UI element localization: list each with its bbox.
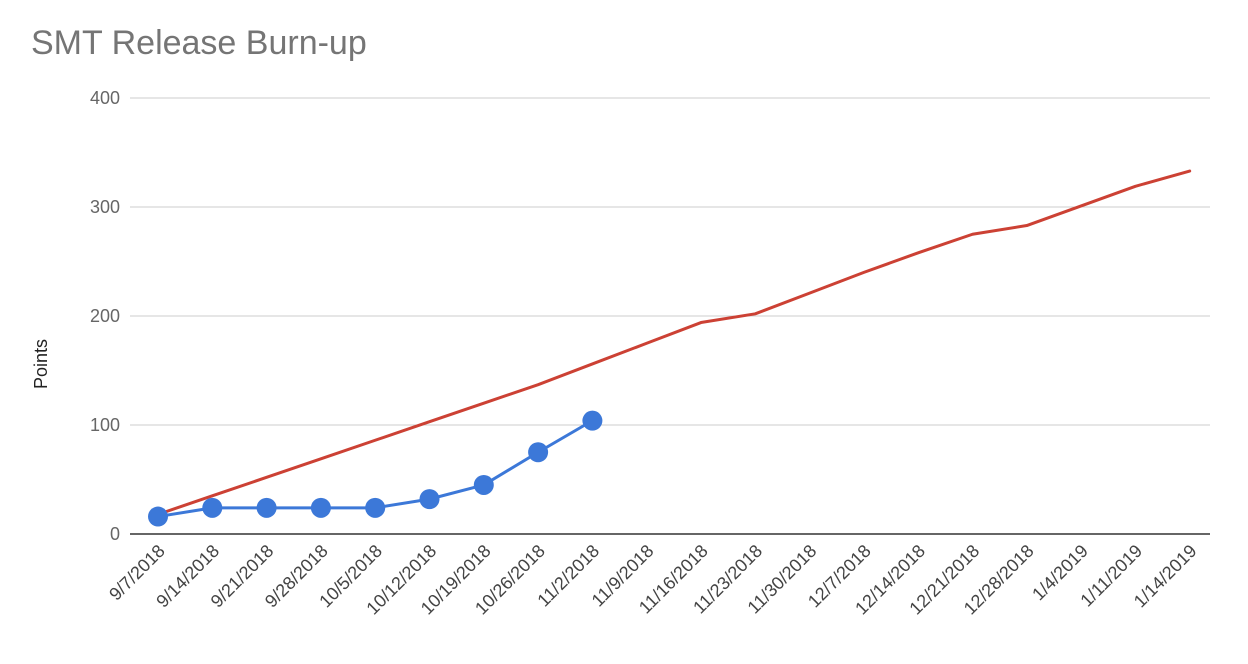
y-tick-label: 0	[110, 524, 120, 544]
data-point[interactable]	[528, 442, 549, 463]
x-axis-ticks: 9/7/20189/14/20189/21/20189/28/201810/5/…	[105, 541, 1200, 619]
data-point[interactable]	[582, 410, 603, 431]
series-line	[156, 169, 1192, 516]
chart-title: SMT Release Burn-up	[31, 24, 367, 62]
y-tick-label: 200	[90, 306, 120, 326]
y-axis-ticks: 0 100 200 300 400	[90, 88, 120, 544]
data-point[interactable]	[310, 497, 331, 518]
data-point[interactable]	[473, 474, 494, 495]
y-tick-label: 100	[90, 415, 120, 435]
series-0	[156, 169, 1192, 516]
series-layer	[148, 169, 1192, 527]
data-point[interactable]	[256, 497, 277, 518]
data-point[interactable]	[365, 497, 386, 518]
gridlines	[130, 97, 1210, 535]
data-point[interactable]	[202, 497, 223, 518]
y-tick-label: 300	[90, 197, 120, 217]
series-1	[148, 410, 603, 527]
y-axis-title: Points	[31, 339, 51, 389]
data-point[interactable]	[148, 506, 168, 527]
data-point[interactable]	[419, 489, 440, 510]
y-tick-label: 400	[90, 88, 120, 108]
